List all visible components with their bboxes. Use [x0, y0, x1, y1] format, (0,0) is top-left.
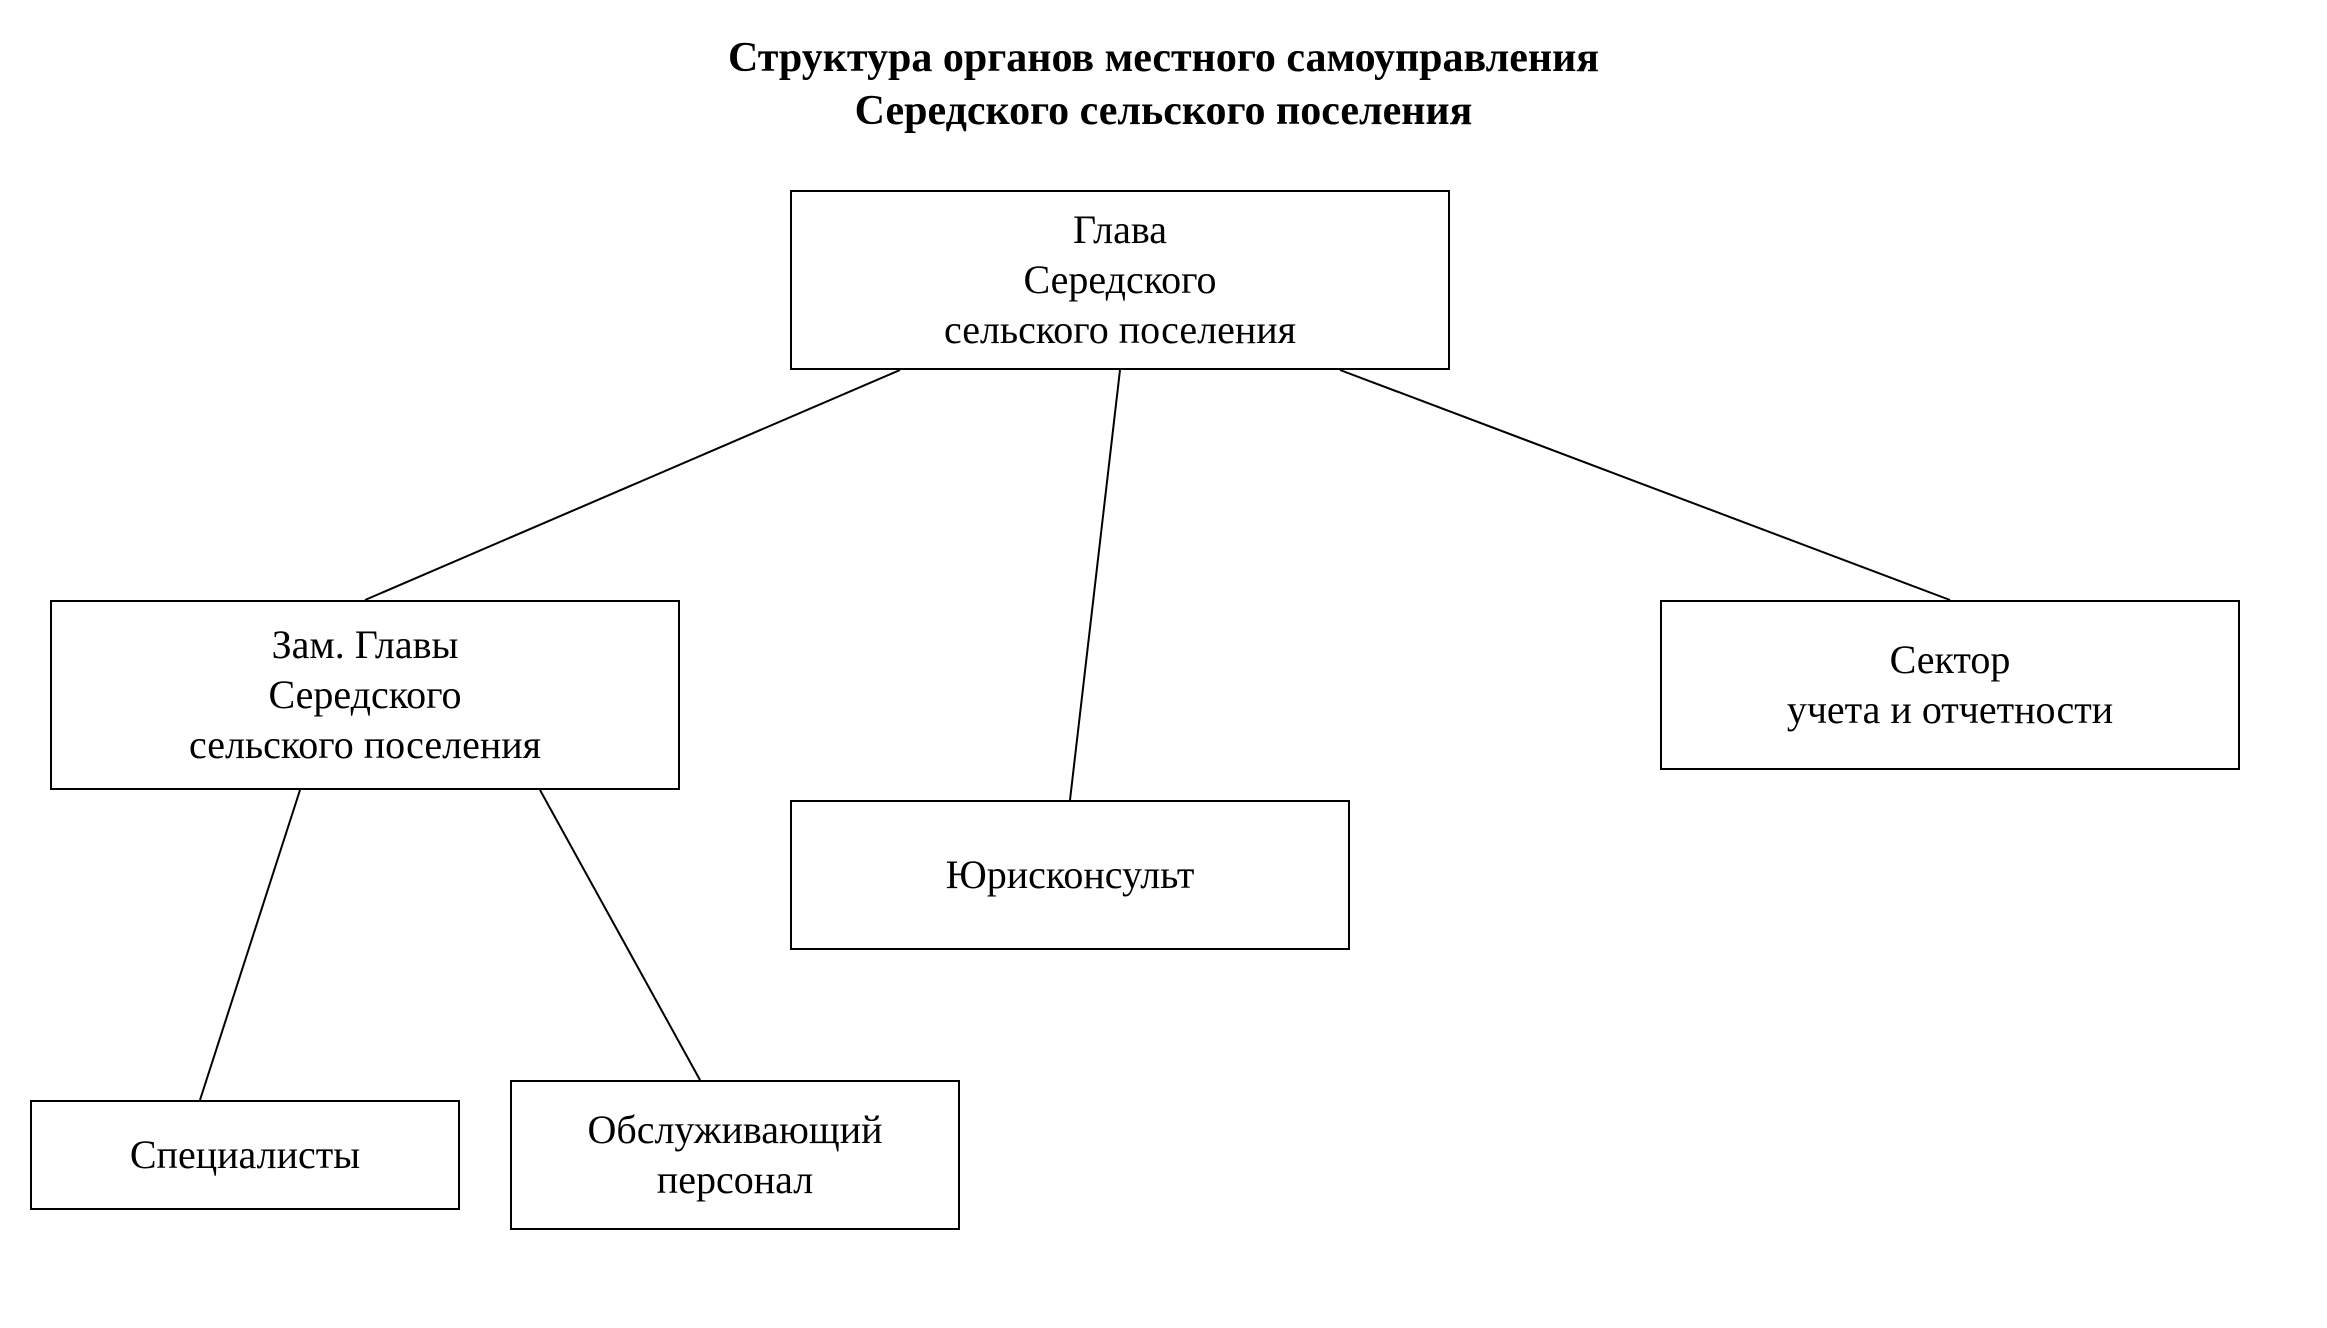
node-deputy-line3: сельского поселения — [189, 722, 541, 767]
diagram-title: Структура органов местного самоуправлени… — [0, 32, 2327, 137]
node-sector-line1: Сектор — [1890, 637, 2011, 682]
title-line-1: Структура органов местного самоуправлени… — [728, 35, 1599, 81]
diagram-canvas: Структура органов местного самоуправлени… — [0, 0, 2327, 1328]
node-specialists: Специалисты — [30, 1100, 460, 1210]
node-legal: Юрисконсульт — [790, 800, 1350, 950]
node-staff-line2: персонал — [657, 1157, 813, 1202]
node-sector-line2: учета и отчетности — [1787, 687, 2113, 732]
node-head-line3: сельского поселения — [944, 307, 1296, 352]
node-head: Глава Середского сельского поселения — [790, 190, 1450, 370]
node-deputy-line1: Зам. Главы — [272, 622, 459, 667]
node-staff-line1: Обслуживающий — [587, 1107, 882, 1152]
edge-head-to-legal — [1070, 370, 1120, 800]
edge-deputy-to-specialists — [200, 790, 300, 1100]
edge-deputy-to-staff — [540, 790, 700, 1080]
node-deputy-line2: Середского — [268, 672, 461, 717]
node-sector: Сектор учета и отчетности — [1660, 600, 2240, 770]
node-specialists-line1: Специалисты — [130, 1132, 360, 1177]
node-staff: Обслуживающий персонал — [510, 1080, 960, 1230]
node-head-line2: Середского — [1023, 257, 1216, 302]
node-deputy: Зам. Главы Середского сельского поселени… — [50, 600, 680, 790]
title-line-2: Середского сельского поселения — [855, 88, 1473, 134]
edge-head-to-deputy — [365, 370, 900, 600]
node-legal-line1: Юрисконсульт — [946, 852, 1195, 897]
node-head-line1: Глава — [1073, 207, 1167, 252]
edge-head-to-sector — [1340, 370, 1950, 600]
